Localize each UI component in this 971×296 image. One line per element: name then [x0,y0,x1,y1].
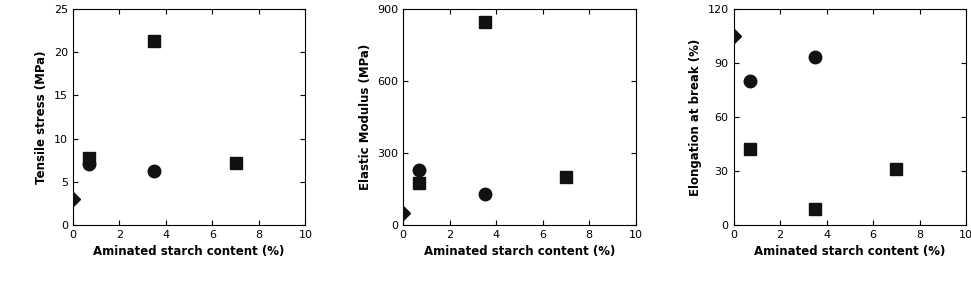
X-axis label: Aminated starch content (%): Aminated starch content (%) [754,245,946,258]
Y-axis label: Elongation at break (%): Elongation at break (%) [689,38,702,196]
Y-axis label: Tensile stress (MPa): Tensile stress (MPa) [35,50,49,184]
Y-axis label: Elastic Modulus (MPa): Elastic Modulus (MPa) [358,44,372,190]
X-axis label: Aminated starch content (%): Aminated starch content (%) [423,245,616,258]
X-axis label: Aminated starch content (%): Aminated starch content (%) [93,245,285,258]
